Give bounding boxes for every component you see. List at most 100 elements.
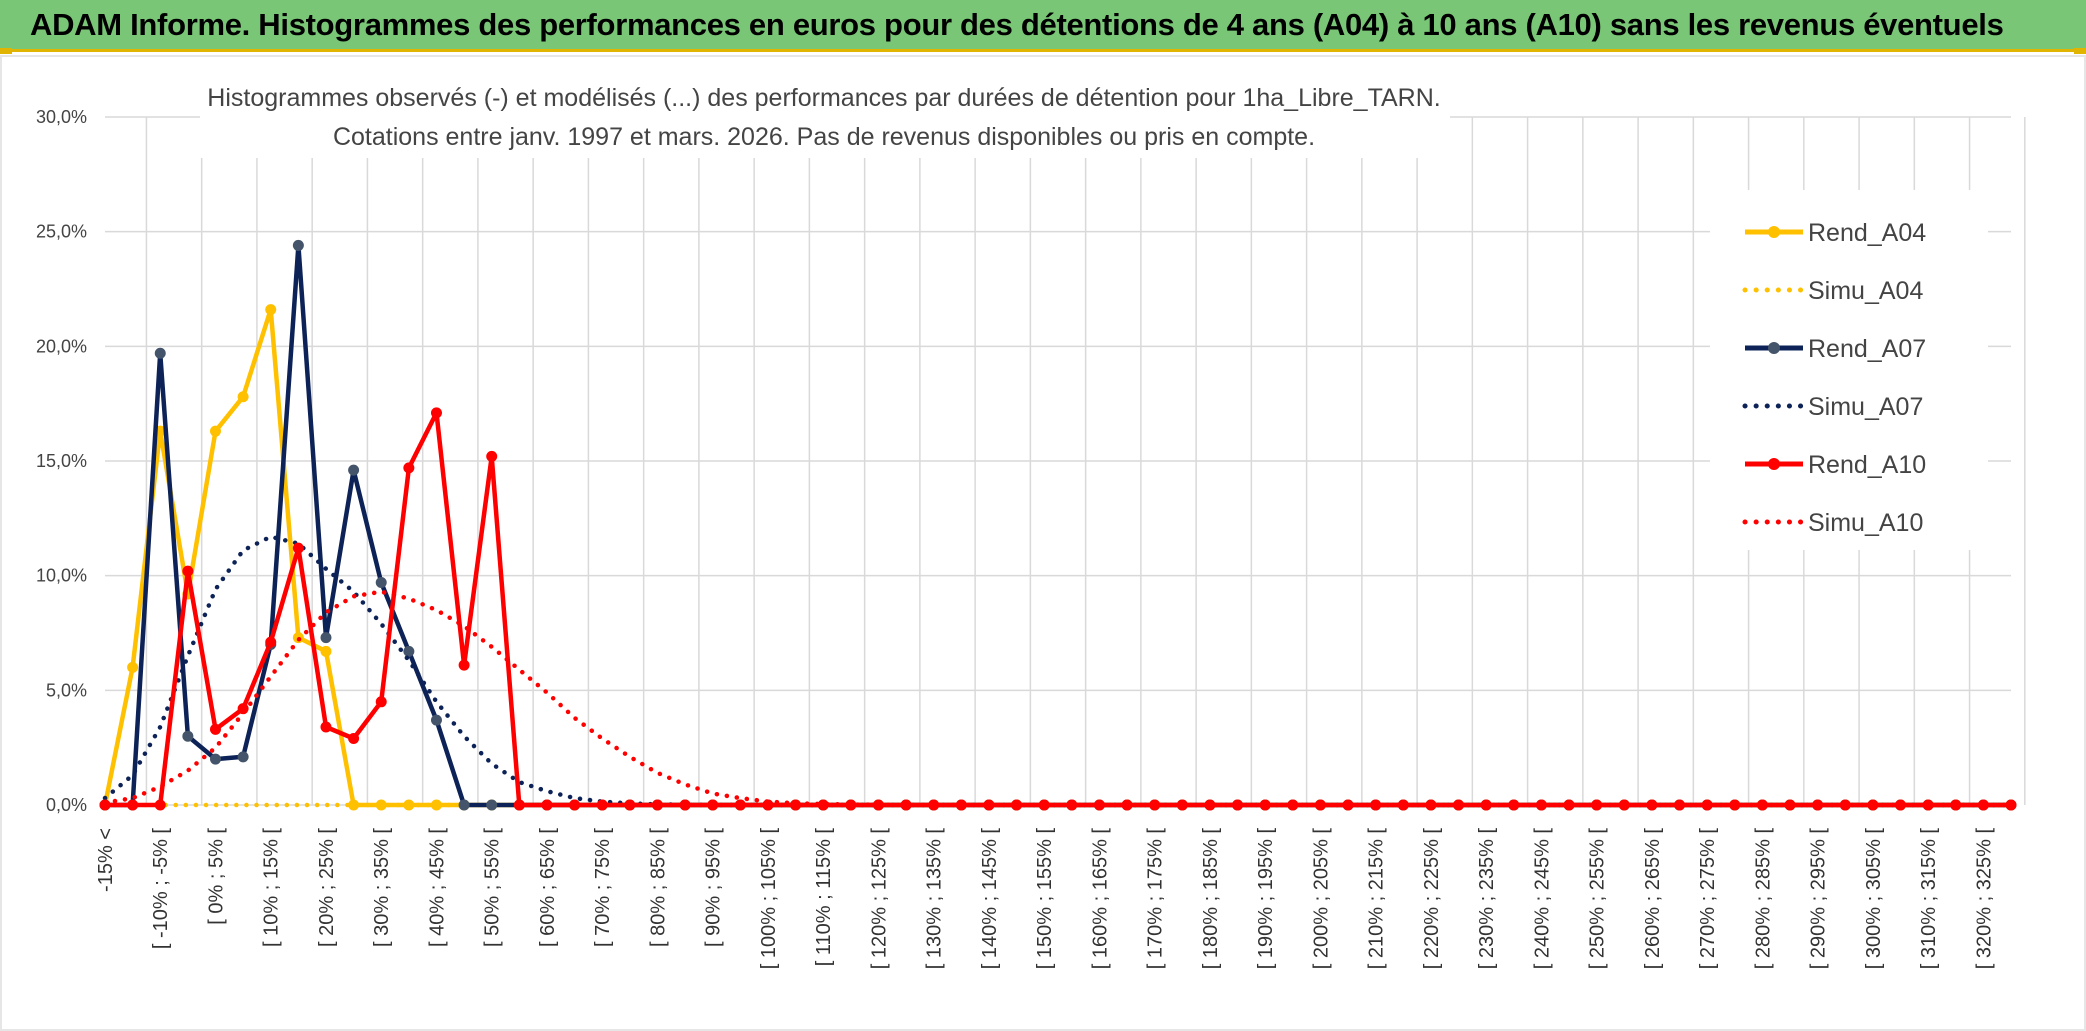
point-rend-a10-0 — [99, 799, 111, 811]
x-tick-label-14: [ 50% ; 55% [ — [482, 828, 504, 947]
point-rend-a07-12 — [430, 714, 442, 726]
x-tick-label-34: [ 150% ; 155% [ — [1034, 828, 1056, 970]
point-rend-a10-11 — [403, 462, 415, 474]
x-tick-label-8: [ 20% ; 25% [ — [316, 828, 338, 947]
line-simu-a10 — [102, 589, 2014, 808]
series-simu-a07 — [102, 534, 2014, 808]
x-tick-label-40: [ 180% ; 185% [ — [1200, 828, 1222, 970]
point-rend-a07-7 — [292, 239, 304, 251]
report-header: ADAM Informe. Histogrammes des performan… — [0, 0, 2086, 52]
series-layer — [99, 239, 2017, 811]
x-tick-label-26: [ 110% ; 115% [ — [813, 828, 835, 967]
x-tick-label-66: [ 310% ; 315% [ — [1918, 828, 1940, 970]
point-rend-a07-3 — [182, 730, 194, 742]
x-tick-label-56: [ 260% ; 265% [ — [1642, 828, 1664, 970]
x-axis: -15% < [ -10% ; -5% [[ 0% ; 5% [[ 10% ; 1… — [95, 828, 1995, 970]
chart-title-line-2: Cotations entre janv. 1997 et mars. 2026… — [333, 123, 1315, 151]
legend-label-simu-a10: Simu_A10 — [1808, 509, 1923, 537]
x-tick-label-16: [ 60% ; 65% [ — [537, 828, 559, 947]
x-tick-label-46: [ 210% ; 215% [ — [1366, 828, 1388, 970]
point-rend-a04-6 — [265, 304, 277, 316]
x-tick-label-0: -15% < — [95, 828, 117, 892]
legend-label-simu-a07: Simu_A07 — [1808, 393, 1923, 421]
x-tick-label-50: [ 230% ; 235% [ — [1476, 828, 1498, 970]
point-rend-a10-25 — [790, 799, 802, 811]
legend: Rend_A04 Simu_A04 Rend_A07 Simu_A07 Rend_A10… — [1710, 190, 1988, 550]
x-tick-label-20: [ 80% ; 85% [ — [647, 828, 669, 947]
x-tick-label-48: [ 220% ; 225% [ — [1421, 828, 1443, 970]
legend-label-rend-a04: Rend_A04 — [1808, 219, 1926, 247]
x-tick-label-30: [ 130% ; 135% [ — [924, 828, 946, 970]
point-rend-a07-5 — [237, 751, 249, 763]
x-tick-label-44: [ 200% ; 205% [ — [1310, 828, 1332, 970]
chart-title: Histogrammes observés (-) et modélisés (… — [200, 76, 1450, 158]
point-rend-a10-6 — [265, 636, 277, 648]
report-title: ADAM Informe. Histogrammes des performan… — [30, 7, 2004, 42]
x-tick-label-10: [ 30% ; 35% [ — [371, 828, 393, 947]
x-tick-label-4: [ 0% ; 5% [ — [205, 828, 227, 925]
point-rend-a10-4 — [209, 723, 221, 735]
point-rend-a07-9 — [348, 464, 360, 476]
y-tick-label-1: 5,0% — [46, 680, 87, 700]
point-rend-a10-9 — [348, 732, 360, 744]
y-tick-label-4: 20,0% — [36, 336, 87, 356]
point-rend-a10-13 — [458, 659, 470, 671]
point-rend-a07-14 — [486, 799, 498, 811]
point-rend-a04-5 — [237, 391, 249, 403]
y-tick-label-5: 25,0% — [36, 222, 87, 242]
chart-title-line-1: Histogrammes observés (-) et modélisés (… — [207, 84, 1440, 112]
point-rend-a10-21 — [679, 799, 691, 811]
x-tick-label-24: [ 100% ; 105% [ — [758, 828, 780, 970]
point-rend-a10-18 — [596, 799, 608, 811]
x-tick-label-52: [ 240% ; 245% [ — [1531, 828, 1553, 970]
line-simu-a07 — [102, 534, 2014, 808]
point-rend-a04-4 — [209, 425, 221, 437]
x-tick-label-38: [ 170% ; 175% [ — [1145, 828, 1167, 970]
point-rend-a10-19 — [624, 799, 636, 811]
x-tick-label-54: [ 250% ; 255% [ — [1587, 828, 1609, 970]
legend-label-rend-a10: Rend_A10 — [1808, 451, 1926, 479]
legend-label-simu-a04: Simu_A04 — [1808, 277, 1923, 305]
legend-label-rend-a07: Rend_A07 — [1808, 335, 1926, 363]
x-tick-label-22: [ 90% ; 95% [ — [703, 828, 725, 947]
point-rend-a07-2 — [154, 347, 166, 359]
legend-item-rend-a07: Rend_A07 — [1745, 335, 1926, 363]
point-rend-a10-1 — [127, 799, 139, 811]
y-axis: 0,0% 5,0% 10,0% 15,0% 20,0% 25,0% 30,0% — [36, 107, 87, 815]
legend-marker-rend-a10 — [1768, 458, 1780, 470]
legend-item-simu-a07: Simu_A07 — [1742, 393, 1923, 421]
x-tick-label-64: [ 300% ; 305% [ — [1863, 828, 1885, 970]
x-tick-label-28: [ 120% ; 125% [ — [868, 828, 890, 970]
x-tick-label-58: [ 270% ; 275% [ — [1697, 828, 1719, 970]
point-rend-a07-11 — [403, 645, 415, 657]
x-tick-label-42: [ 190% ; 195% [ — [1255, 828, 1277, 970]
x-tick-label-60: [ 280% ; 285% [ — [1752, 828, 1774, 970]
point-rend-a10-65 — [1895, 799, 1907, 811]
point-rend-a07-4 — [209, 753, 221, 765]
legend-bg — [1710, 190, 1988, 550]
point-rend-a10-31 — [955, 799, 967, 811]
chart-frame — [0, 55, 2086, 1031]
point-rend-a10-16 — [541, 799, 553, 811]
legend-item-simu-a10: Simu_A10 — [1742, 509, 1923, 537]
header-accent-left — [0, 48, 12, 54]
point-rend-a04-8 — [320, 645, 332, 657]
legend-item-rend-a10: Rend_A10 — [1745, 451, 1926, 479]
header-accent-right — [2074, 48, 2086, 54]
point-rend-a10-14 — [486, 450, 498, 462]
point-rend-a10-2 — [154, 799, 166, 811]
point-rend-a07-10 — [375, 577, 387, 589]
x-tick-label-68: [ 320% ; 325% [ — [1973, 828, 1995, 970]
point-rend-a10-17 — [569, 799, 581, 811]
legend-marker-rend-a04 — [1768, 226, 1780, 238]
x-tick-label-36: [ 160% ; 165% [ — [1089, 828, 1111, 970]
y-tick-label-6: 30,0% — [36, 107, 87, 127]
legend-marker-rend-a07 — [1768, 342, 1780, 354]
point-rend-a07-8 — [320, 632, 332, 644]
point-rend-a10-12 — [430, 407, 442, 419]
chart-title-bg — [200, 76, 1450, 158]
point-rend-a10-10 — [375, 696, 387, 708]
series-simu-a10 — [102, 589, 2014, 808]
point-rend-a10-8 — [320, 721, 332, 733]
